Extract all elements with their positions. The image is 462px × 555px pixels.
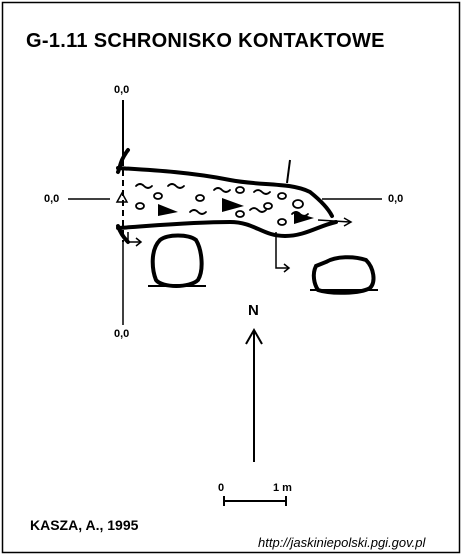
coordinate-label-right: 0,0: [388, 193, 404, 205]
section-marker-arrow-mid-head: [283, 263, 291, 273]
author-credit: KASZA, A., 1995: [30, 517, 139, 533]
section-marker-arrow-left-head: [135, 237, 143, 247]
scale-start-label: 0: [218, 482, 225, 494]
cave-passage-upper-wall: [116, 166, 334, 218]
coordinate-label-bottom: 0,0: [114, 328, 130, 340]
floor-rock-symbols: [135, 186, 304, 226]
map-title: G-1.11 SCHRONISKO KONTAKTOWE: [26, 30, 385, 52]
north-arrow-head: [245, 327, 263, 345]
exit-arrow-right-head: [343, 217, 353, 227]
survey-point-triangle: [115, 191, 129, 203]
boulder-left: [150, 233, 204, 288]
cave-entrance-left-wall: [116, 148, 130, 174]
source-url: http://jaskiniepolski.pgi.gov.pl: [258, 535, 426, 550]
scale-end-label: 1 m: [273, 482, 292, 494]
section-marker-arrow-mid: [275, 232, 288, 269]
section-marker-arrow-left: [127, 232, 140, 243]
slope-direction-symbols: [158, 198, 314, 224]
coordinate-label-top: 0,0: [114, 84, 130, 96]
cave-passage-lower-wall: [116, 219, 338, 239]
coordinate-label-left: 0,0: [44, 193, 60, 205]
cave-entrance-left-wall-lower: [116, 224, 130, 244]
north-label: N: [248, 302, 259, 319]
rock-ledge-line: [286, 159, 291, 184]
boulder-right: [311, 255, 376, 295]
exit-arrow-right: [317, 219, 351, 223]
